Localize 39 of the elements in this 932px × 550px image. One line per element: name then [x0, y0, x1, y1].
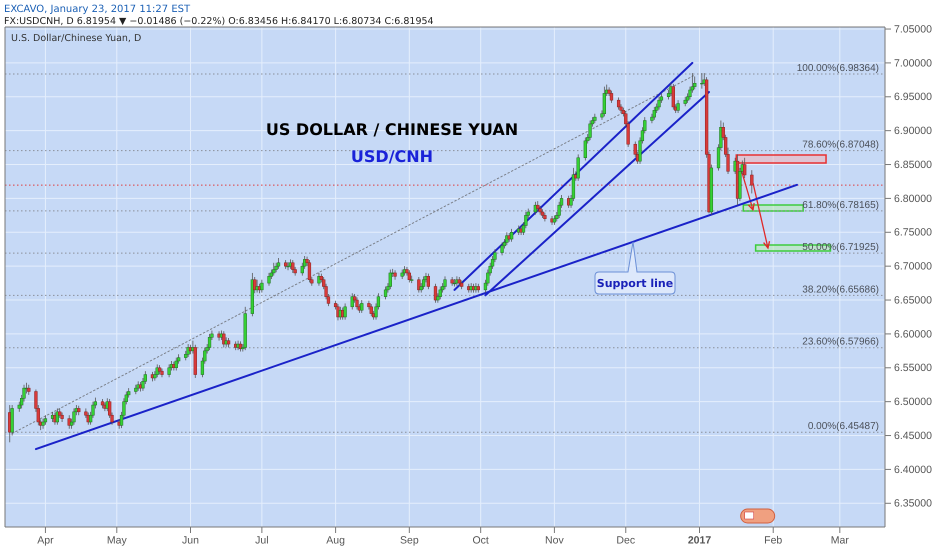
text: USD/CNH — [350, 147, 434, 166]
y-tick-label: 6.60000 — [894, 328, 932, 340]
text: FX:USDCNH, D 6.81954 ▼ −0.01486 (−0.22%) O:6.83456 H:6.84170 L:6.80734 C:6.81954 — [4, 16, 434, 27]
ref-line-label: 0.00%(6.45487) — [808, 421, 879, 432]
x-tick-label: Apr — [37, 534, 54, 546]
y-tick-label: 6.70000 — [894, 260, 932, 273]
y-tick-label: 6.40000 — [894, 464, 932, 476]
text: EXCAVO, January 23, 2017 11:27 EST — [4, 4, 191, 15]
y-tick-label: 6.85000 — [894, 158, 932, 171]
y-tick-label: 6.45000 — [894, 430, 932, 442]
x-tick-label: Dec — [616, 534, 636, 546]
x-tick-label: Aug — [326, 534, 346, 546]
x-tick-label: 2017 — [688, 534, 712, 546]
ref-line-label: 100.00%(6.98364) — [796, 62, 879, 74]
annotation: U.S. Dollar/Chinese Yuan, D — [11, 33, 142, 44]
ref-line-label: 78.60%(6.87048) — [802, 140, 879, 151]
x-tick-label: Oct — [472, 534, 489, 546]
y-tick-label: 6.65000 — [894, 294, 932, 306]
x-tick-label: Jun — [182, 534, 200, 546]
y-tick-label: 6.35000 — [894, 498, 932, 510]
ref-line-label: 61.80%(6.78165) — [802, 200, 879, 211]
y-tick-label: 7.00000 — [894, 57, 932, 70]
y-tick-label: 6.75000 — [894, 226, 932, 239]
ref-line-label: 38.20%(6.65686) — [802, 284, 879, 296]
y-tick-label: 7.05000 — [894, 23, 932, 36]
x-tick-label: Mar — [830, 534, 850, 546]
y-tick-label: 6.55000 — [894, 362, 932, 374]
ref-line-label: 23.60%(6.57966) — [802, 336, 879, 348]
x-tick-label: May — [106, 534, 128, 546]
text: US DOLLAR / CHINESE YUAN — [266, 120, 518, 139]
y-tick-label: 6.90000 — [894, 125, 932, 138]
x-tick-label: Feb — [764, 534, 782, 546]
x-tick-label: Nov — [545, 534, 564, 546]
y-tick-label: 6.50000 — [894, 396, 932, 408]
x-tick-label: Jul — [255, 534, 269, 546]
y-tick-label: 6.80000 — [894, 192, 932, 205]
y-tick-label: 6.95000 — [894, 91, 932, 104]
annotation: Support line — [596, 277, 674, 290]
x-tick-label: Sep — [400, 534, 419, 546]
